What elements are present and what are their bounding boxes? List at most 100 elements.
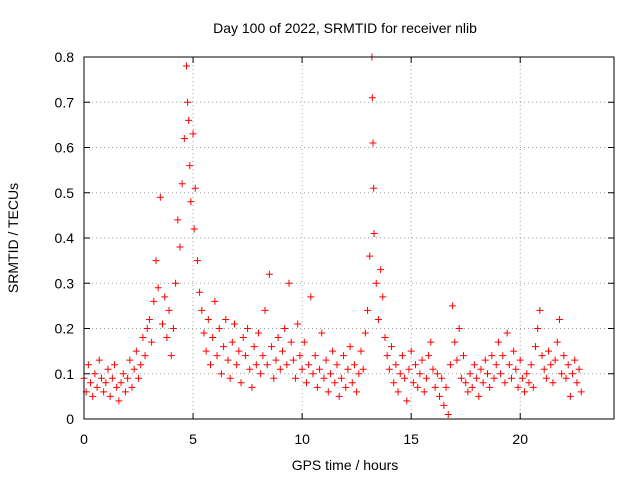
data-point — [292, 374, 300, 382]
data-point — [324, 388, 332, 396]
data-point — [248, 383, 256, 391]
data-point — [185, 116, 193, 124]
data-point — [370, 229, 378, 237]
data-point — [152, 257, 160, 265]
data-point — [302, 379, 310, 387]
data-point — [374, 315, 382, 323]
data-point — [364, 306, 372, 314]
data-point — [211, 297, 219, 305]
data-point — [213, 352, 221, 360]
data-point — [156, 193, 164, 201]
data-point — [285, 279, 293, 287]
data-point — [108, 374, 116, 382]
data-point — [268, 343, 276, 351]
data-point — [226, 374, 234, 382]
data-point — [575, 365, 583, 373]
data-point — [540, 365, 548, 373]
data-point — [326, 370, 334, 378]
data-point — [490, 374, 498, 382]
data-point — [204, 315, 212, 323]
data-point — [523, 370, 531, 378]
data-point — [359, 365, 367, 373]
data-point — [190, 225, 198, 233]
data-point — [425, 352, 433, 360]
data-point — [189, 130, 197, 138]
data-point — [392, 361, 400, 369]
data-point — [449, 302, 457, 310]
data-point — [143, 325, 151, 332]
y-tick-label: 0.4 — [55, 230, 75, 246]
data-point — [163, 334, 171, 342]
data-point — [237, 379, 245, 387]
data-point — [433, 370, 441, 378]
data-point — [178, 180, 186, 188]
data-point — [329, 347, 337, 355]
data-point — [390, 379, 398, 387]
data-point — [394, 388, 402, 396]
data-point — [183, 62, 191, 70]
data-point — [132, 347, 140, 355]
data-point — [202, 347, 210, 355]
data-point — [440, 401, 448, 409]
data-point — [483, 370, 491, 378]
data-point — [100, 388, 108, 396]
data-point — [438, 374, 446, 382]
x-tick-label: 20 — [512, 431, 528, 447]
data-series-srmtid — [80, 53, 585, 418]
data-point — [477, 365, 485, 373]
data-point — [501, 379, 509, 387]
data-point — [235, 347, 243, 355]
data-point — [401, 374, 409, 382]
data-point — [263, 361, 271, 369]
data-point — [350, 361, 358, 369]
data-point — [577, 388, 585, 396]
data-point — [512, 365, 520, 373]
data-point — [281, 325, 289, 332]
data-point — [547, 361, 555, 369]
data-point — [250, 343, 258, 351]
data-point — [187, 198, 195, 206]
data-point — [534, 325, 542, 332]
data-point — [521, 388, 529, 396]
data-point — [115, 397, 123, 405]
data-point — [130, 365, 138, 373]
data-point — [294, 320, 302, 328]
data-point — [427, 338, 435, 346]
x-tick-label: 15 — [403, 431, 419, 447]
chart-title: Day 100 of 2022, SRMTID for receiver nli… — [213, 20, 477, 36]
data-point — [233, 361, 241, 369]
data-point — [298, 365, 306, 373]
data-point — [344, 365, 352, 373]
data-point — [442, 383, 450, 391]
data-point — [113, 383, 121, 391]
data-point — [385, 365, 393, 373]
y-axis-label: SRMTID / TECUs — [5, 183, 21, 293]
y-tick-label: 0.3 — [55, 275, 75, 291]
data-point — [388, 343, 396, 351]
data-point — [436, 392, 444, 400]
data-point — [126, 356, 134, 364]
data-point — [348, 379, 356, 387]
data-point — [209, 334, 217, 342]
data-point — [564, 361, 572, 369]
data-point — [555, 315, 563, 323]
data-point — [337, 374, 345, 382]
data-point — [145, 315, 153, 323]
data-point — [261, 306, 269, 314]
data-point — [473, 374, 481, 382]
data-point — [340, 352, 348, 360]
data-point — [239, 334, 247, 342]
data-point — [174, 216, 182, 224]
data-point — [93, 383, 101, 391]
data-point — [514, 383, 522, 391]
data-point — [562, 374, 570, 382]
data-point — [135, 374, 143, 382]
data-point — [198, 306, 206, 314]
data-point — [121, 388, 129, 396]
data-point — [316, 365, 324, 373]
data-point — [89, 392, 97, 400]
data-point — [558, 370, 566, 378]
data-point — [573, 379, 581, 387]
data-point — [475, 392, 483, 400]
